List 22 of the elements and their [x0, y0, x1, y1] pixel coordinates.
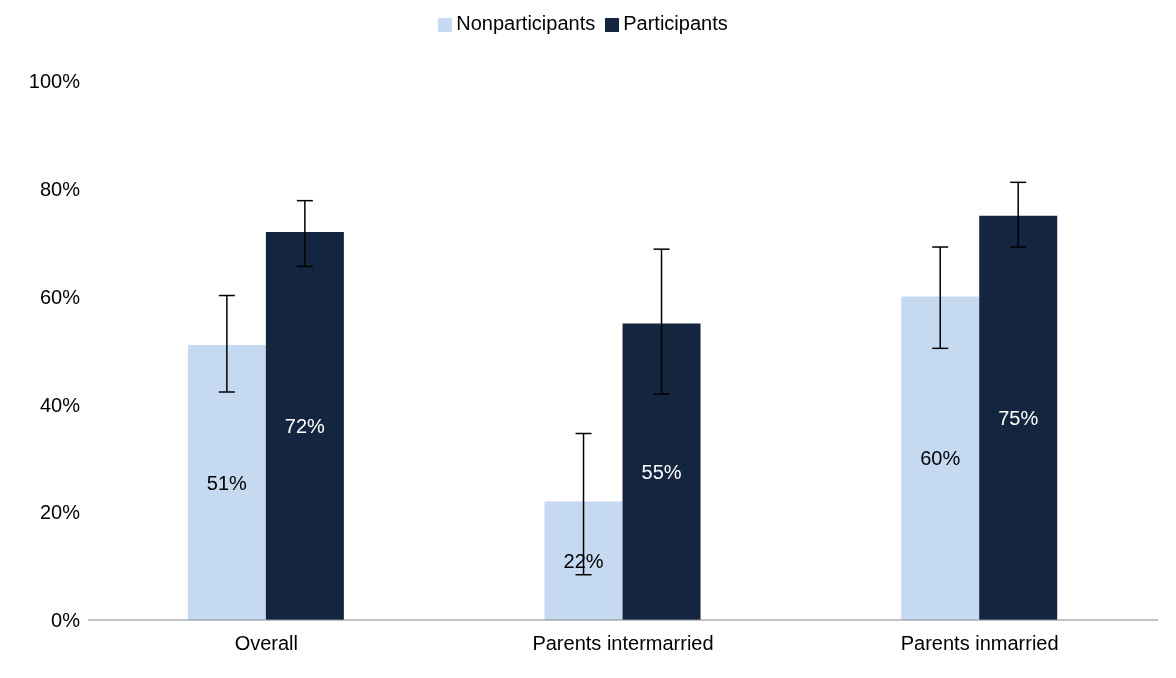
bar	[187, 345, 266, 620]
x-tick-label: Overall	[234, 632, 299, 655]
y-tick-label: 40%	[39, 393, 81, 416]
data-label: 72%	[284, 415, 326, 438]
bar	[544, 501, 623, 620]
y-tick-label: 60%	[39, 285, 81, 308]
y-tick-label: 0%	[51, 609, 81, 632]
legend-label: Nonparticipants	[456, 12, 596, 34]
bar	[622, 323, 701, 620]
x-tick-label: Parents intermarried	[532, 632, 714, 655]
legend-label: Participants	[623, 12, 728, 34]
data-label: 75%	[998, 406, 1039, 429]
data-label: 55%	[641, 460, 682, 483]
bar	[265, 231, 344, 620]
y-tick-label: 80%	[39, 177, 81, 200]
x-tick-label: Parents inmarried	[900, 632, 1059, 655]
data-label: 51%	[206, 471, 248, 494]
y-tick-label: 20%	[39, 501, 81, 524]
bar	[901, 296, 980, 620]
bar	[979, 215, 1058, 620]
y-tick-label: 100%	[28, 70, 81, 93]
data-label: 60%	[920, 447, 961, 470]
